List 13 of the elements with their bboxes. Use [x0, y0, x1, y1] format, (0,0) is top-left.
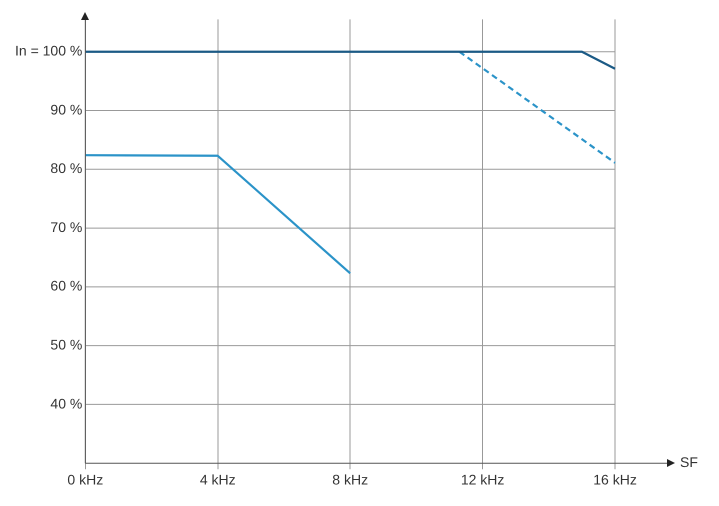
y-tick-label: 70 %	[50, 218, 82, 235]
y-tick-label: 80 %	[50, 160, 82, 176]
y-tick-label: 60 %	[50, 278, 82, 294]
y-tick-label: 50 %	[50, 336, 82, 352]
x-tick-label: 0 kHz	[67, 471, 104, 488]
x-tick-label: 8 kHz	[332, 471, 368, 488]
y-tick-label: 40 %	[50, 395, 82, 412]
x-tick-label: 16 kHz	[593, 471, 637, 488]
x-axis-title: SF	[680, 454, 698, 470]
y-tick-label: In = 100 %	[15, 42, 82, 59]
x-tick-label: 4 kHz	[200, 471, 236, 488]
y-tick-label: 90 %	[50, 101, 82, 118]
x-tick-label: 12 kHz	[460, 471, 504, 488]
